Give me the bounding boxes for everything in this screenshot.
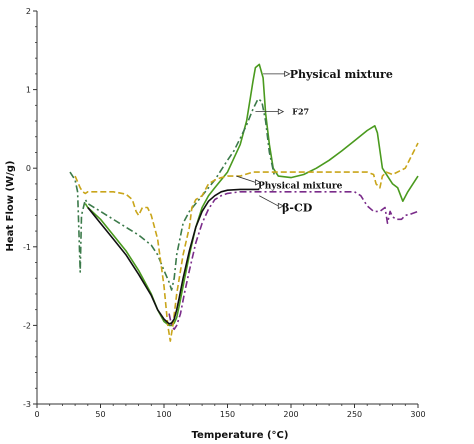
annotation-arrowhead <box>255 179 262 186</box>
x-tick-label: 50 <box>95 410 105 419</box>
y-tick-label: 0 <box>26 164 31 173</box>
annotation-label: Physical mixture <box>290 68 393 81</box>
x-tick-label: 150 <box>220 410 235 419</box>
y-tick-label: -1 <box>23 243 31 252</box>
annotation-label: Physical mixture <box>258 181 343 191</box>
y-axis-label: Heat Flow (W/g) <box>5 161 16 252</box>
x-tick-label: 300 <box>410 410 425 419</box>
x-tick-label: 100 <box>156 410 171 419</box>
x-tick-label: 250 <box>347 410 362 419</box>
x-tick-label: 200 <box>283 410 298 419</box>
series-line-2 <box>74 142 419 342</box>
y-tick-label: 1 <box>26 86 31 95</box>
annotation-label: β-CD <box>282 202 313 215</box>
annotation-arrowhead <box>284 70 291 78</box>
axes: 0 50 100 150 200 250 300 -3 -2 -1 0 1 2 <box>23 7 426 419</box>
y-tick-label: -3 <box>23 400 31 409</box>
annotation-layer: Physical mixture F27 Physical mixture β-CD <box>236 68 393 215</box>
annotation-arrowhead <box>277 108 285 115</box>
annotation-arrow <box>259 195 279 207</box>
series-layer <box>69 63 419 342</box>
annotation-arrowhead <box>277 202 285 210</box>
y-tick-label: -2 <box>23 321 31 330</box>
series-line-4 <box>87 188 260 325</box>
x-tick-label: 0 <box>34 410 39 419</box>
y-tick-label: 2 <box>26 7 31 16</box>
series-line-0 <box>84 63 419 327</box>
x-axis-label: Temperature (°C) <box>192 430 289 441</box>
annotation-arrow <box>236 175 256 183</box>
series-line-1 <box>69 98 276 291</box>
series-line-3 <box>168 191 419 331</box>
annotation-label: F27 <box>292 107 309 117</box>
